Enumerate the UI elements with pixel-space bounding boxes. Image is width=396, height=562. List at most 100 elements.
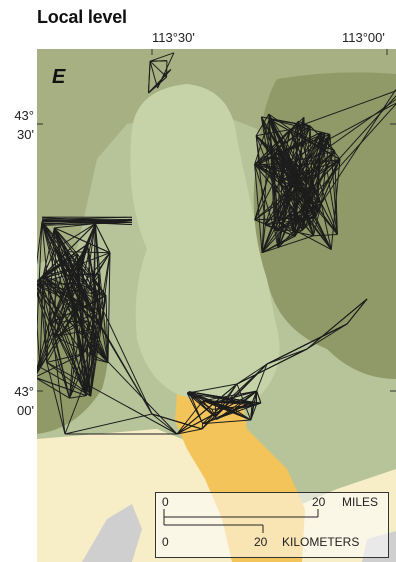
network-link	[42, 275, 109, 363]
network-link	[41, 221, 84, 354]
network-link	[294, 134, 331, 176]
network-link	[254, 164, 276, 231]
network-link	[215, 390, 257, 403]
network-link	[202, 400, 235, 410]
network-link	[105, 295, 109, 363]
network-link	[306, 298, 368, 350]
network-link	[42, 275, 76, 313]
network-link	[149, 52, 175, 62]
network-link	[69, 395, 87, 399]
scale-miles-value: 20	[312, 495, 326, 509]
network-link	[37, 223, 96, 373]
network-link	[92, 298, 97, 313]
network-link	[277, 117, 305, 248]
network-link	[277, 146, 308, 177]
network-link	[268, 118, 341, 160]
network-link	[251, 363, 268, 403]
network-link	[46, 311, 76, 363]
network-link	[292, 117, 305, 232]
network-link	[85, 295, 107, 396]
network-link	[37, 286, 178, 435]
network-link	[147, 61, 151, 93]
network-link	[215, 401, 261, 404]
network-link	[46, 361, 178, 435]
network-link	[260, 116, 280, 183]
network-link	[39, 366, 91, 397]
network-link	[64, 358, 95, 435]
network-link	[320, 203, 332, 250]
network-link	[294, 175, 338, 235]
network-link	[42, 248, 56, 276]
network-link	[77, 244, 88, 284]
panel-label: E	[52, 66, 66, 88]
network-link	[277, 146, 284, 165]
network-link	[261, 235, 314, 254]
network-link	[306, 323, 348, 350]
pale-green-region	[130, 84, 280, 403]
network-link	[46, 353, 84, 363]
scale-km-zero: 0	[162, 535, 169, 549]
network-link	[236, 348, 308, 385]
latitude-label-43-30: 43° 30'	[6, 106, 34, 144]
network-link	[202, 402, 261, 425]
network-link	[64, 413, 153, 435]
network-link	[297, 121, 319, 212]
gray-region	[82, 504, 142, 562]
network-link	[50, 322, 66, 435]
network-link	[189, 391, 253, 403]
network-link	[37, 378, 70, 399]
network-link	[266, 323, 348, 365]
network-link	[306, 179, 322, 204]
network-link	[313, 233, 338, 237]
network-link	[86, 244, 99, 300]
network-link	[42, 227, 55, 276]
network-link	[290, 90, 396, 130]
network-link	[188, 391, 216, 403]
network-link	[37, 319, 41, 368]
network-link	[301, 134, 331, 231]
longitude-label-113-30: 113°30'	[152, 30, 195, 45]
network-link	[78, 283, 107, 297]
network-link	[37, 377, 87, 397]
network-link	[250, 402, 253, 421]
network-link	[264, 121, 299, 226]
network-link	[39, 278, 94, 314]
network-link	[93, 358, 109, 364]
scale-bar-graphic	[163, 509, 319, 533]
network-link	[149, 61, 158, 89]
network-link	[176, 390, 257, 435]
network-link	[69, 274, 89, 322]
latitude-deg: 43°	[14, 108, 34, 123]
network-link	[187, 392, 213, 410]
network-link	[274, 95, 396, 231]
network-link	[312, 203, 322, 236]
network-link	[346, 298, 368, 325]
network-link	[67, 251, 71, 275]
network-link	[261, 150, 336, 253]
scale-km-value: 20	[254, 535, 268, 549]
network-link	[69, 274, 153, 415]
network-link	[289, 129, 322, 204]
network-link	[42, 275, 92, 397]
network-link	[94, 223, 111, 253]
latitude-label-43-00: 43° 00'	[6, 382, 34, 420]
network-link	[54, 248, 94, 313]
network-link	[53, 227, 71, 275]
network-link	[42, 243, 88, 276]
network-link	[50, 223, 96, 323]
longitude-label-113-00: 113°00'	[342, 30, 385, 45]
network-link	[148, 76, 167, 94]
network-link	[39, 274, 100, 368]
network-link	[216, 390, 258, 420]
network-link	[320, 132, 338, 235]
network-link	[107, 252, 111, 363]
map-panel	[37, 49, 396, 562]
network-link	[261, 103, 396, 254]
network-link	[282, 129, 291, 165]
network-link	[254, 146, 279, 221]
network-link	[274, 211, 318, 231]
network-link	[54, 248, 72, 298]
network-link	[41, 217, 133, 222]
network-link	[75, 311, 87, 396]
network-link	[37, 287, 84, 354]
